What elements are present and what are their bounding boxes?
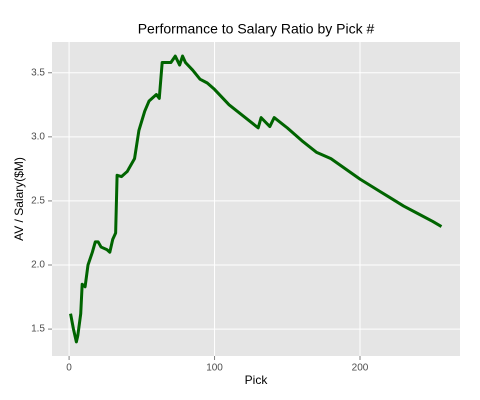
y-tick-label: 1.5 bbox=[31, 324, 45, 335]
y-tick-label: 3.0 bbox=[31, 131, 45, 142]
x-tick-label: 0 bbox=[66, 363, 72, 374]
y-tick-label: 3.5 bbox=[31, 67, 45, 78]
y-tick-label: 2.5 bbox=[31, 196, 45, 207]
x-tick-label: 100 bbox=[206, 363, 223, 374]
y-tick-label: 2.0 bbox=[31, 260, 45, 271]
x-tick-label: 200 bbox=[352, 363, 369, 374]
data-line bbox=[69, 54, 443, 344]
y-axis-title: AV / Salary($M) bbox=[12, 157, 26, 241]
chart-title: Performance to Salary Ratio by Pick # bbox=[138, 21, 375, 37]
plot-panel bbox=[52, 42, 460, 356]
x-axis-title: Pick bbox=[245, 373, 269, 387]
